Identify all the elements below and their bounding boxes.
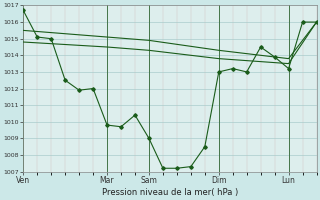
X-axis label: Pression niveau de la mer( hPa ): Pression niveau de la mer( hPa ): [102, 188, 238, 197]
